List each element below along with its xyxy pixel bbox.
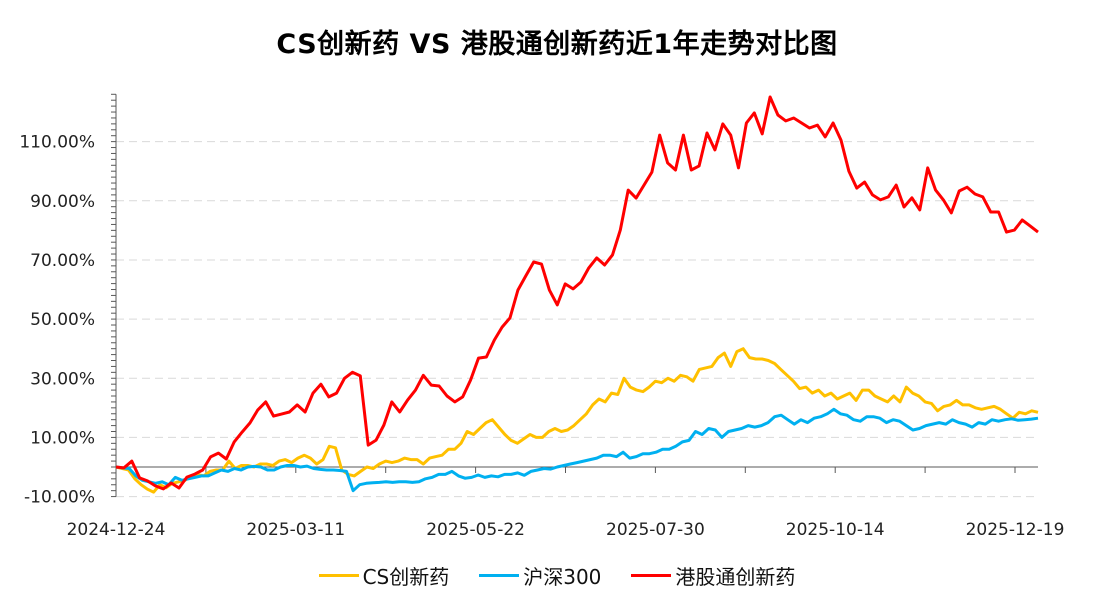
y-tick-label: 110.00% [19, 133, 95, 153]
series-line-2 [115, 95, 1039, 491]
y-tick-label: -10.00% [24, 488, 95, 508]
y-tick-label: 50.00% [30, 310, 95, 330]
legend-swatch [631, 574, 672, 577]
y-axis: -10.00% 10.00% 30.00% 50.00% 70.00% 90.00% 110… [19, 93, 117, 508]
y-tick-label: 30.00% [30, 369, 95, 389]
legend-swatch [318, 574, 359, 577]
x-axis: 2024-12-24 2025-03-11 2025-05-22 2025-07-30… [67, 466, 1065, 540]
x-tick-label: 2025-05-22 [426, 520, 525, 540]
chart-plot: -10.00% 10.00% 30.00% 50.00% 70.00% 90.00% 110… [19, 93, 1065, 540]
legend: CS创新药 沪深300 港股通创新药 [0, 561, 1114, 590]
legend-label: CS创新药 [362, 565, 450, 589]
y-tick-label: 90.00% [30, 192, 95, 212]
series-line-1 [115, 407, 1039, 493]
legend-label: 沪深300 [523, 565, 602, 589]
chart-title: CS创新药 VS 港股通创新药近1年走势对比图 [276, 29, 838, 60]
legend-label: 港股通创新药 [675, 565, 796, 589]
y-tick-label: 70.00% [30, 251, 95, 271]
x-tick-label: 2025-10-14 [786, 520, 885, 540]
legend-item: 沪深300 [479, 561, 601, 590]
gridlines [116, 141, 1038, 498]
x-tick-label: 2025-07-30 [606, 520, 705, 540]
series-lines [115, 95, 1039, 494]
legend-item: 港股通创新药 [631, 561, 795, 590]
y-tick-label: 10.00% [30, 428, 95, 448]
x-tick-label: 2024-12-24 [67, 520, 166, 540]
x-tick-label: 2025-03-11 [246, 520, 345, 540]
x-tick-label: 2025-12-19 [966, 520, 1065, 540]
legend-item: CS创新药 [318, 561, 450, 590]
series-line-0 [115, 347, 1039, 494]
legend-swatch [479, 574, 520, 577]
